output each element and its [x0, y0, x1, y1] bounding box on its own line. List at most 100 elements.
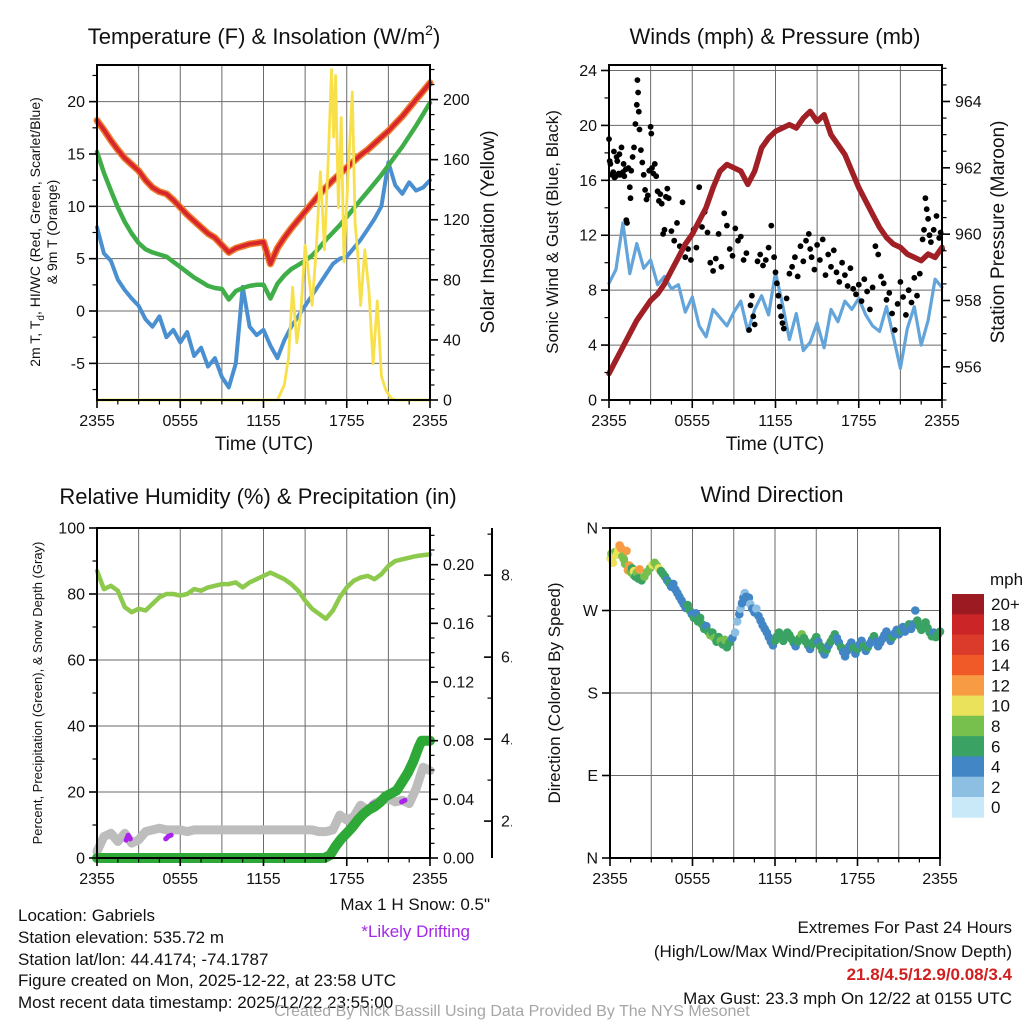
svg-text:2355: 2355 — [922, 871, 958, 888]
axis-ticks: 2355 0555 1155 1755 2355 0 20 40 60 80 100 0.00 0.04… — [58, 521, 512, 889]
svg-text:2355: 2355 — [591, 413, 627, 430]
temperature-insolation-chart: 2355 0555 1155 1755 2355-5051015200408012016… — [27, 22, 499, 455]
svg-text:0: 0 — [991, 798, 1000, 817]
svg-text:1155: 1155 — [246, 871, 281, 888]
svg-text:20: 20 — [67, 785, 85, 802]
svg-text:0: 0 — [76, 304, 85, 321]
grid-lines — [609, 527, 941, 859]
svg-text:160: 160 — [443, 152, 470, 169]
series-layer — [92, 552, 435, 863]
axis-ticks: 2355 0555 1155 1755 2355-5051015200408012016… — [67, 68, 470, 430]
svg-text:10: 10 — [991, 697, 1010, 716]
svg-text:958: 958 — [955, 293, 982, 310]
svg-text:0555: 0555 — [675, 871, 711, 888]
svg-text:16: 16 — [991, 636, 1010, 655]
wind-chart-title: Winds (mph) & Pressure (mb) — [630, 24, 921, 49]
svg-text:956: 956 — [955, 359, 982, 376]
wind-chill-line — [95, 160, 432, 390]
wind-chart-canvas: 2355 0555 1155 1755 2355 0 4 8 12 16 20 24 956 958 960… — [579, 63, 982, 430]
likely-drifting-note: *Likely Drifting — [361, 922, 470, 941]
svg-text:6: 6 — [991, 737, 1000, 756]
svg-text:0555: 0555 — [674, 413, 710, 430]
series-layer — [93, 68, 434, 402]
svg-text:0: 0 — [443, 393, 452, 410]
temp-ylabel-left-line2: & 9m T (Orange) — [44, 180, 60, 285]
pressure-line — [606, 108, 945, 377]
svg-text:2: 2 — [991, 778, 1000, 797]
wind-xlabel: Time (UTC) — [726, 434, 825, 455]
wind-ylabel-left: Sonic Wind & Gust (Blue, Black) — [543, 110, 562, 354]
svg-text:0.00: 0.00 — [443, 851, 474, 868]
insolation-line — [95, 68, 432, 402]
grid-lines — [608, 65, 943, 401]
svg-text:15: 15 — [67, 146, 85, 163]
svg-text:0555: 0555 — [162, 871, 198, 888]
svg-text:0.08: 0.08 — [443, 733, 474, 750]
svg-text:962: 962 — [955, 160, 982, 177]
svg-text:0: 0 — [76, 851, 85, 868]
svg-text:40: 40 — [67, 719, 85, 736]
rh-ylabel-left: Percent, Precipitation (Green), & Snow D… — [30, 542, 45, 845]
max-snow-note: Max 1 H Snow: 0.5" — [340, 895, 490, 914]
wdir-ylabel-left: Direction (Colored By Speed) — [545, 582, 564, 803]
svg-text:10: 10 — [67, 199, 85, 216]
precip-line — [92, 735, 435, 863]
extremes-block: Extremes For Past 24 Hours (High/Low/Max… — [520, 916, 1012, 1010]
svg-text:12: 12 — [579, 228, 597, 245]
svg-text:60: 60 — [67, 653, 85, 670]
svg-text:4: 4 — [991, 758, 1000, 777]
svg-text:2355: 2355 — [924, 413, 960, 430]
svg-text:20: 20 — [67, 94, 85, 111]
created-line: Figure created on Mon, 2025-12-22, at 23… — [18, 971, 396, 991]
svg-text:4: 4 — [588, 338, 597, 355]
svg-text:4.0: 4.0 — [501, 732, 512, 749]
timestamp-line: Most recent data timestamp: 2025/12/22 2… — [18, 993, 394, 1013]
svg-text:2355: 2355 — [79, 413, 115, 430]
dew-point-line — [94, 100, 433, 302]
svg-text:120: 120 — [443, 212, 470, 229]
max-gust-line: Max Gust: 23.3 mph On 12/22 at 0155 UTC — [683, 988, 1012, 1008]
svg-text:2355: 2355 — [412, 413, 448, 430]
svg-text:16: 16 — [579, 173, 597, 190]
svg-text:N: N — [586, 851, 598, 868]
svg-text:20: 20 — [579, 118, 597, 135]
svg-text:200: 200 — [443, 92, 470, 109]
temp-xlabel: Time (UTC) — [215, 434, 314, 455]
svg-text:100: 100 — [58, 521, 85, 538]
wind-direction-points — [606, 541, 945, 661]
wdir-chart-title: Wind Direction — [700, 482, 843, 507]
svg-text:1755: 1755 — [329, 871, 365, 888]
svg-text:N: N — [586, 521, 598, 538]
colorbar-title: mph — [990, 570, 1023, 589]
wind-ylabel-right: Station Pressure (Maroon) — [988, 121, 1009, 344]
winds-pressure-chart: 2355 0555 1155 1755 2355 0 4 8 12 16 20 24 956 958 960… — [543, 24, 1009, 455]
axis-ticks: 2355 0555 1155 1755 2355 0 4 8 12 16 20 24 956 958 960… — [579, 63, 982, 430]
svg-text:18: 18 — [991, 616, 1010, 635]
temp-chart-title: Temperature (F) & Insolation (W/m2) — [88, 22, 441, 49]
svg-text:W: W — [583, 603, 599, 620]
temp-ylabel-right: Solar Insolation (Yellow) — [478, 130, 499, 333]
svg-text:1755: 1755 — [840, 871, 876, 888]
rh-chart-title: Relative Humidity (%) & Precipitation (i… — [59, 484, 456, 509]
svg-text:0.04: 0.04 — [443, 792, 474, 809]
svg-text:0: 0 — [588, 393, 597, 410]
svg-text:2355: 2355 — [79, 871, 115, 888]
svg-text:960: 960 — [955, 227, 982, 244]
temp-2m-line — [95, 80, 432, 266]
svg-text:E: E — [587, 768, 598, 785]
series-layer — [606, 77, 945, 377]
svg-text:2355: 2355 — [412, 871, 448, 888]
grid-lines — [96, 65, 431, 400]
temp-ylabel-left-line1: 2m T, Td, HI/WC (Red, Green, Scarlet/Blu… — [27, 97, 47, 367]
svg-text:6.0: 6.0 — [501, 650, 512, 667]
credit-line: Created By Nick Bassill Using Data Provi… — [274, 1003, 750, 1020]
svg-text:1755: 1755 — [841, 413, 877, 430]
svg-text:8: 8 — [588, 283, 597, 300]
svg-text:12: 12 — [991, 676, 1010, 695]
extremes-subtitle: (High/Low/Max Wind/Precipitation/Snow De… — [653, 941, 1012, 961]
svg-text:0.20: 0.20 — [443, 557, 474, 574]
